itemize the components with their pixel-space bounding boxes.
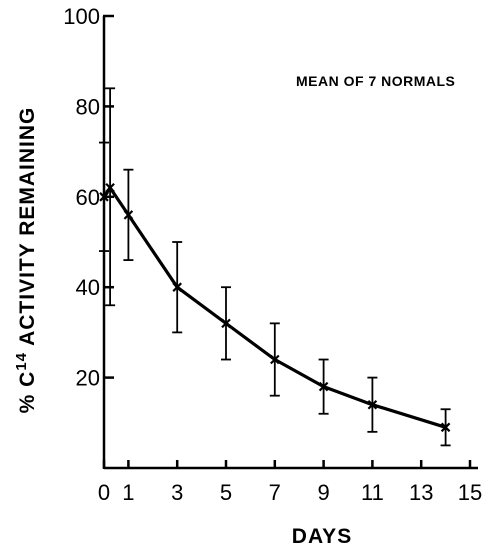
y-tick-label-40: 40	[76, 275, 100, 300]
y-tick-label-100: 100	[63, 4, 100, 29]
data-point-1	[105, 182, 115, 193]
annotation-mean-of-7-normals: MEAN OF 7 NORMALS	[296, 73, 455, 89]
x-tick-label-7: 7	[269, 480, 281, 505]
data-point-4	[221, 318, 231, 329]
data-point-0	[99, 192, 109, 202]
x-ticks: 0 1 3 5 7 9 11 13 15	[98, 460, 482, 505]
x-tick-label-9: 9	[317, 480, 329, 505]
data-point-5	[270, 354, 280, 365]
x-tick-label-1: 1	[122, 480, 134, 505]
x-tick-label-13: 13	[409, 480, 433, 505]
y-ticks: 20 40 60 80 100	[63, 4, 114, 391]
y-tick-label-80: 80	[76, 94, 100, 119]
y-tick-label-20: 20	[76, 366, 100, 391]
data-point-7	[367, 399, 378, 410]
x-tick-label-11: 11	[361, 480, 384, 505]
x-tick-label-15: 15	[458, 480, 482, 505]
error-bars	[99, 87, 451, 447]
y-axis-title-superscript: 14	[13, 352, 30, 371]
data-markers	[99, 182, 451, 433]
data-point-2	[123, 210, 134, 220]
data-point-6	[318, 381, 329, 392]
x-tick-label-3: 3	[171, 480, 183, 505]
y-axis-title: % C14 ACTIVITY REMAINING	[13, 107, 39, 414]
x-tick-label-0: 0	[98, 480, 110, 505]
x-axis-title: DAYS	[292, 525, 352, 548]
y-tick-label-60: 60	[76, 185, 100, 210]
x-tick-label-5: 5	[220, 480, 232, 505]
data-point-8	[440, 422, 451, 433]
y-axis-title-prefix: % C	[16, 371, 39, 414]
data-point-3	[172, 282, 182, 292]
y-axis-title-suffix: ACTIVITY REMAINING	[16, 107, 39, 352]
